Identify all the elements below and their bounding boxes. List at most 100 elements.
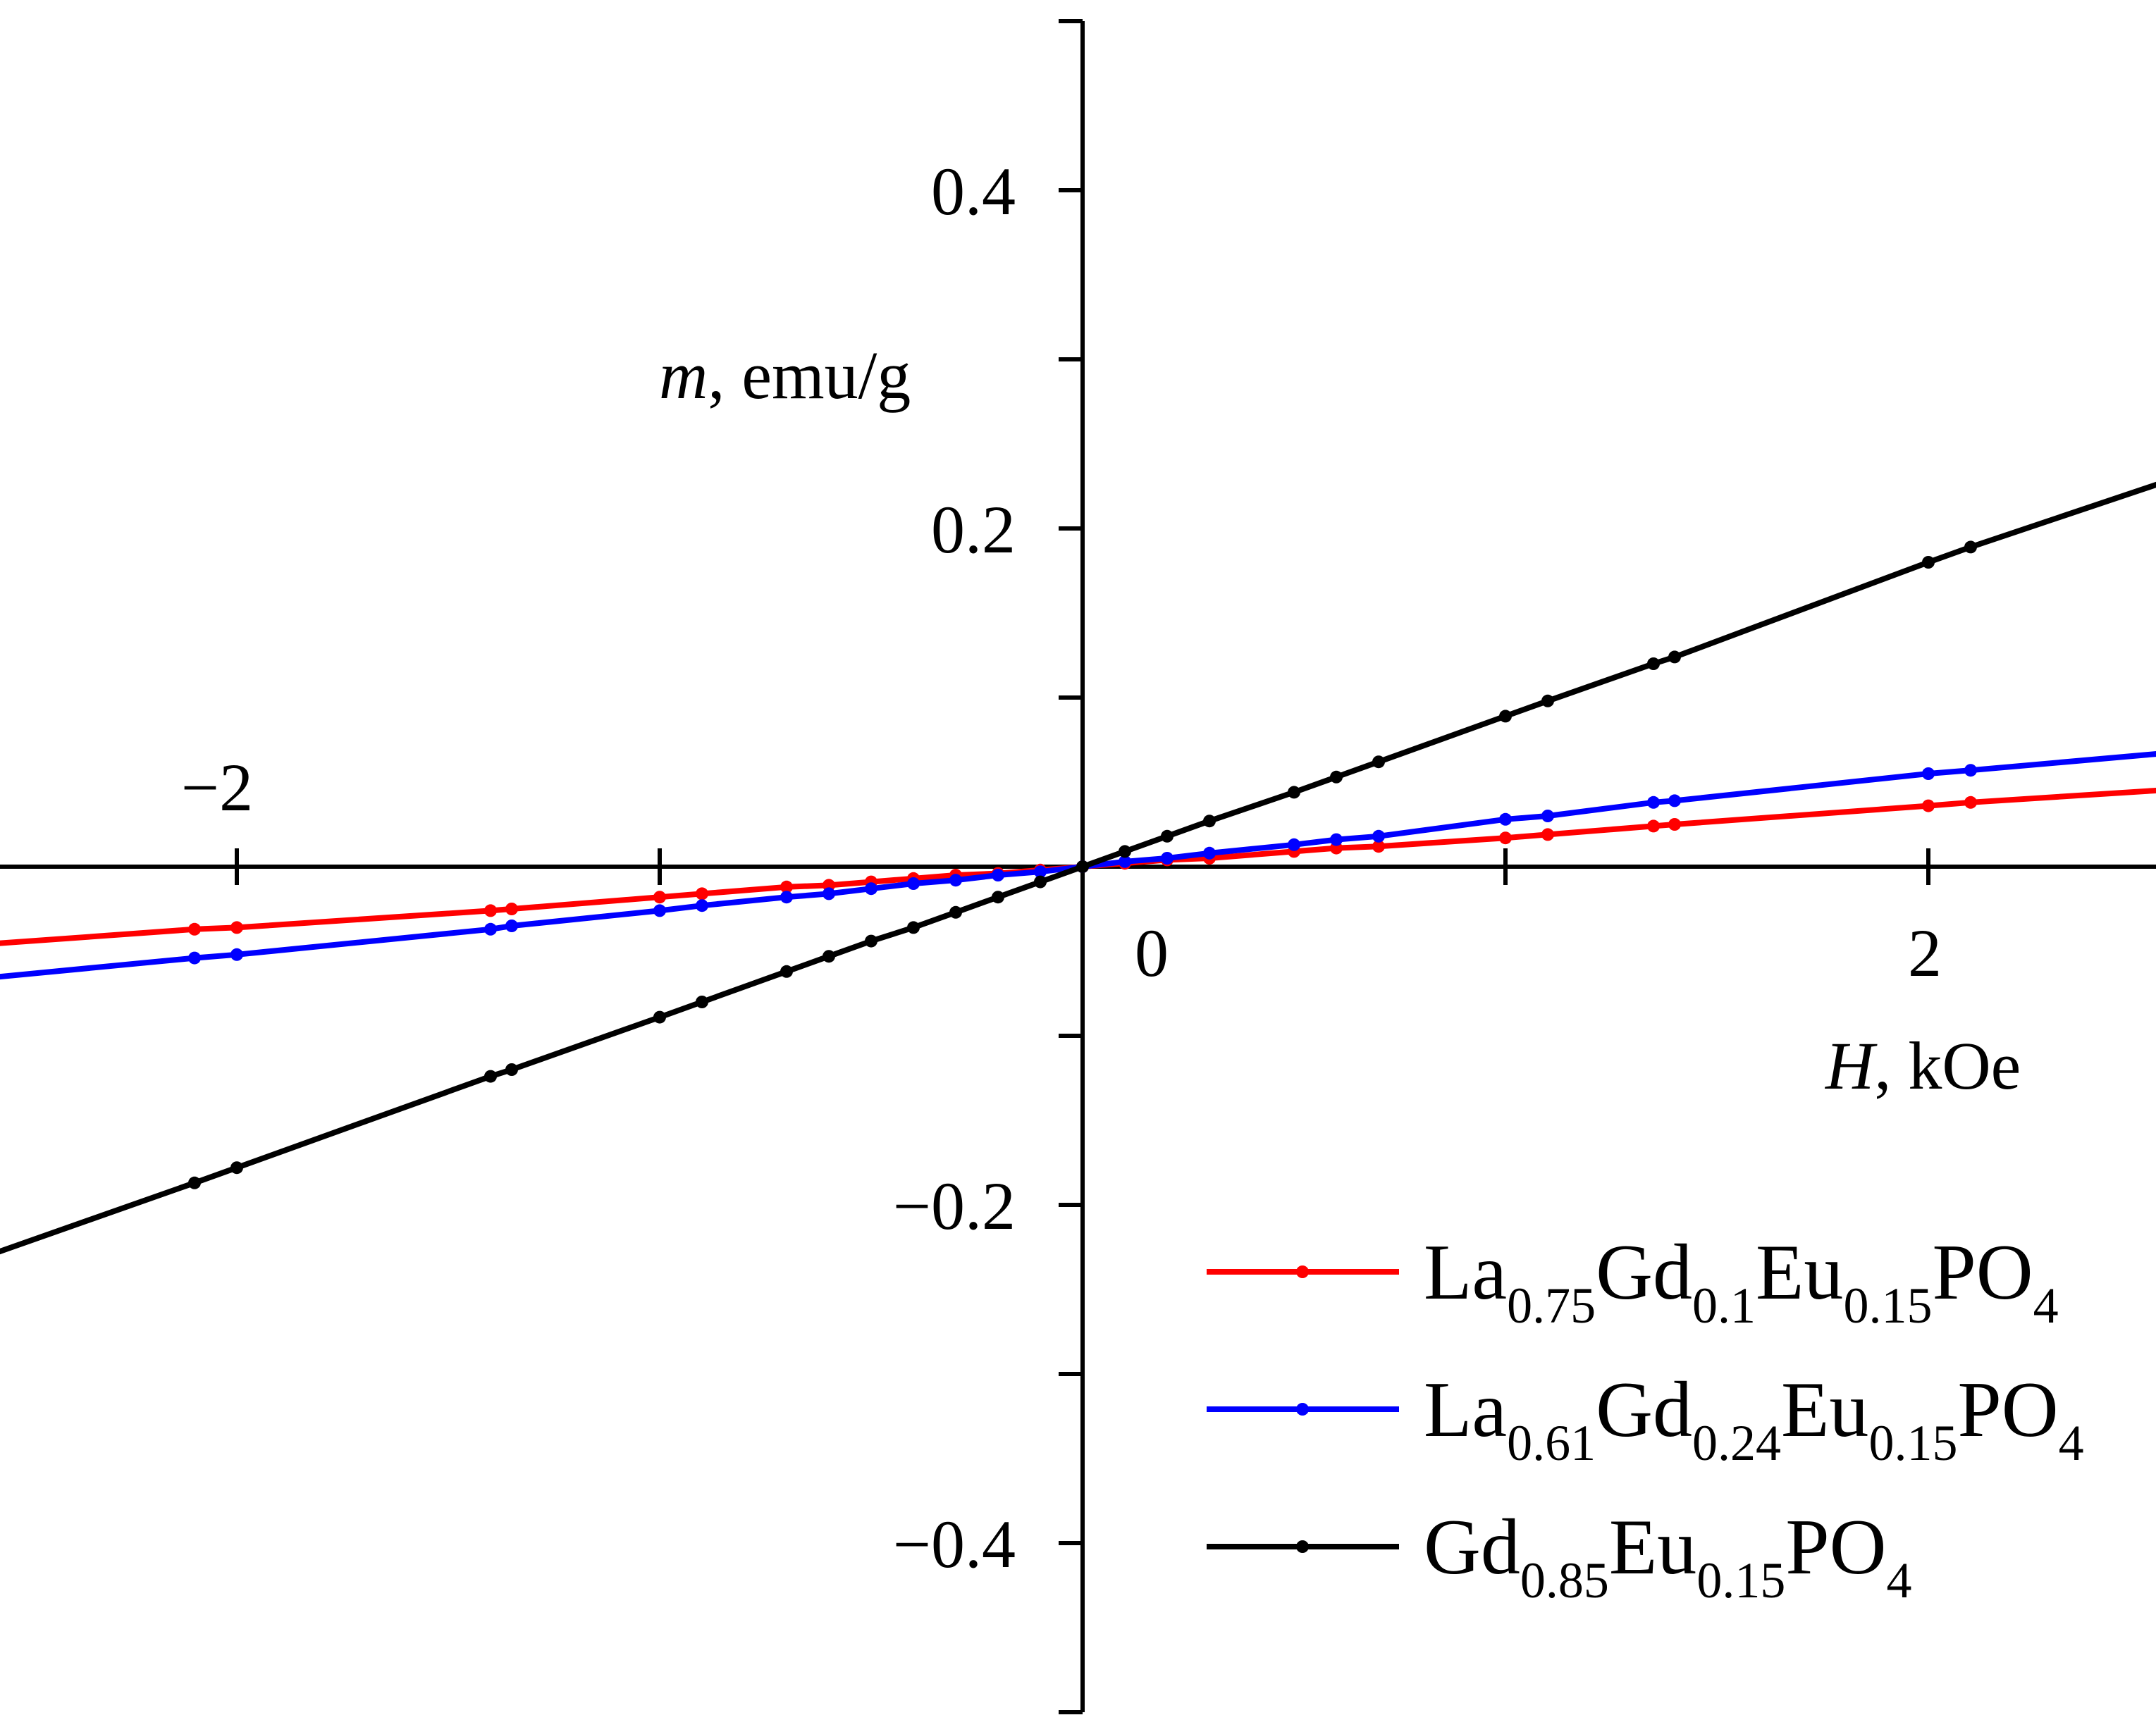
x-tick-label: 2 <box>1908 915 1942 991</box>
legend-label-text: Eu <box>1756 1229 1843 1316</box>
data-point <box>1119 855 1131 868</box>
data-point <box>1034 875 1047 889</box>
y-tick-label: −0.2 <box>893 1168 1016 1244</box>
data-point <box>653 904 666 917</box>
legend-label-text: Eu <box>1781 1366 1868 1454</box>
y-tick-label: −0.4 <box>893 1506 1016 1582</box>
data-point <box>780 880 793 893</box>
data-point <box>1964 764 1977 777</box>
data-point <box>505 920 518 932</box>
legend-label-text: Gd <box>1596 1229 1692 1316</box>
data-point <box>1541 810 1554 822</box>
y-axis-label: m, emu/g <box>659 338 911 413</box>
data-point <box>1372 829 1385 843</box>
data-point <box>1647 819 1660 833</box>
legend-label-subscript: 0.1 <box>1692 1277 1756 1334</box>
legend-label-text: PO <box>1932 1229 2033 1316</box>
data-point <box>1499 812 1512 826</box>
labels-layer: −4−2024−0.4−0.20.20.4m, emu/gH, kOe <box>181 154 2021 1582</box>
legend-label-subscript: 4 <box>2033 1277 2059 1334</box>
data-point <box>1119 845 1131 858</box>
legend: La0.75Gd0.1Eu0.15PO4La0.61Gd0.24Eu0.15PO… <box>1207 1229 2084 1609</box>
data-point <box>484 1070 497 1083</box>
x-axis-label: H, kOe <box>1824 1028 2021 1103</box>
data-point <box>1647 657 1660 670</box>
legend-item: La0.75Gd0.1Eu0.15PO4 <box>1207 1229 2059 1334</box>
data-point <box>1076 860 1089 873</box>
data-point <box>484 904 497 917</box>
data-point <box>484 922 497 936</box>
legend-label: La0.75Gd0.1Eu0.15PO4 <box>1424 1229 2059 1334</box>
data-point <box>949 905 962 919</box>
data-point <box>696 899 708 912</box>
data-point <box>230 1161 243 1175</box>
data-point <box>1964 540 1977 554</box>
data-point <box>1288 786 1300 799</box>
legend-label-subscript: 0.61 <box>1507 1415 1596 1471</box>
data-point <box>1922 556 1935 569</box>
legend-label-text: PO <box>1785 1504 1886 1591</box>
legend-marker <box>1296 1403 1309 1416</box>
legend-label-text: Eu <box>1609 1504 1696 1591</box>
data-point <box>653 1010 666 1024</box>
data-point <box>949 874 962 887</box>
data-point <box>188 922 201 936</box>
data-point <box>780 891 793 904</box>
data-point <box>1161 829 1174 843</box>
x-axis-label-symbol: H <box>1824 1028 1878 1103</box>
data-point <box>230 921 243 934</box>
data-point <box>505 1063 518 1076</box>
data-point <box>1372 840 1385 853</box>
x-axis-label-unit: , kOe <box>1874 1028 2021 1103</box>
series-layer <box>0 481 2156 1255</box>
legend-label-text: La <box>1424 1229 1507 1316</box>
legend-item: Gd0.85Eu0.15PO4 <box>1207 1504 1911 1609</box>
data-point <box>1161 852 1174 865</box>
data-point <box>780 965 793 978</box>
legend-label-subscript: 0.85 <box>1520 1552 1609 1609</box>
data-point <box>1499 831 1512 845</box>
data-point <box>653 891 666 904</box>
legend-label-subscript: 4 <box>1886 1552 1911 1609</box>
data-point <box>505 903 518 915</box>
data-point <box>1288 838 1300 851</box>
y-tick-label: 0.2 <box>931 492 1016 567</box>
data-point <box>1203 846 1216 860</box>
series-3 <box>0 481 2156 1255</box>
legend-label-text: Gd <box>1596 1366 1692 1454</box>
data-point <box>1922 799 1935 812</box>
legend-label-subscript: 0.24 <box>1692 1415 1781 1471</box>
data-point <box>696 996 708 1008</box>
legend-label-subscript: 4 <box>2059 1415 2084 1471</box>
data-point <box>696 887 708 900</box>
data-point <box>1541 828 1554 841</box>
data-point <box>188 1176 201 1189</box>
data-point <box>1541 694 1554 707</box>
x-tick-label: 0 <box>1135 915 1169 991</box>
legend-marker <box>1296 1540 1309 1553</box>
legend-item: La0.61Gd0.24Eu0.15PO4 <box>1207 1366 2084 1471</box>
legend-label-subscript: 0.15 <box>1843 1277 1932 1334</box>
legend-label-text: PO <box>1957 1366 2058 1454</box>
data-point <box>1647 796 1660 809</box>
data-point <box>1330 770 1343 784</box>
legend-label-subscript: 0.15 <box>1696 1552 1785 1609</box>
data-point <box>1330 833 1343 846</box>
data-point <box>1922 767 1935 780</box>
data-point <box>907 877 920 890</box>
data-point <box>907 921 920 934</box>
y-axis-label-symbol: m <box>659 338 708 413</box>
y-axis-label-unit: , emu/g <box>708 338 911 413</box>
data-point <box>1668 650 1681 664</box>
data-point <box>1668 794 1681 807</box>
data-point <box>823 887 835 900</box>
data-point <box>992 869 1004 881</box>
data-point <box>823 950 835 963</box>
data-point <box>1499 710 1512 723</box>
data-point <box>865 934 877 948</box>
data-point <box>865 882 877 896</box>
data-point <box>188 951 201 965</box>
legend-label-text: Gd <box>1424 1504 1520 1591</box>
data-point <box>230 948 243 961</box>
